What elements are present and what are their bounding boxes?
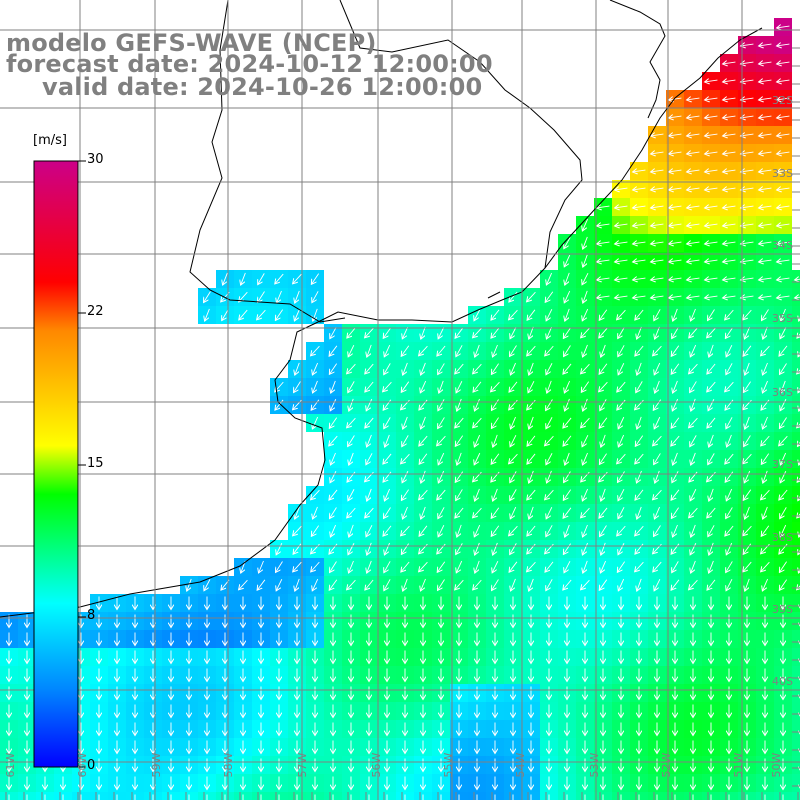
wind-cell [792,648,800,666]
wind-cell [792,738,800,756]
colorbar-tick-8: 8 [87,608,96,623]
lat-label-35S: 35S [772,312,793,325]
lon-label-59W: 59W [150,752,163,777]
wind-cell [792,792,800,800]
lon-label-50W: 50W [770,752,783,777]
wind-cell [792,540,800,558]
wind-cell [792,756,800,774]
lat-label-33S: 33S [772,167,793,180]
wind-cell [792,324,800,342]
lon-label-57W: 57W [296,752,309,777]
lat-label-36S: 36S [772,386,793,399]
wind-cell [792,414,800,432]
colorbar [33,160,86,768]
wind-cell [792,504,800,522]
wind-cell [792,666,800,684]
colorbar-tick-22: 22 [87,304,104,319]
lat-label-39S: 39S [772,603,793,616]
wind-cell [792,468,800,486]
lon-label-58W: 58W [222,752,235,777]
lon-label-55W: 55W [442,752,455,777]
wind-cell [792,306,800,324]
colorbar-tick-0: 0 [87,758,96,773]
colorbar-tick-15: 15 [87,456,104,471]
colorbar-tick-30: 30 [87,152,104,167]
lon-label-56W: 56W [370,752,383,777]
wind-cell [792,630,800,648]
wind-cell [792,450,800,468]
lat-label-34S: 34S [772,239,793,252]
lon-label-61W: 61W [4,752,17,777]
wind-cell [792,522,800,540]
lon-label-54W: 54W [514,752,527,777]
lat-label-37S: 37S [772,458,793,471]
valid-date: valid date: 2024-10-26 12:00:00 [42,73,483,101]
wind-cell [792,774,800,792]
lon-label-51W: 51W [732,752,745,777]
lon-label-53W: 53W [588,752,601,777]
wind-speed-field [0,18,800,800]
wind-cell [792,396,800,414]
lat-label-38S: 38S [772,531,793,544]
wind-cell [792,558,800,576]
wind-cell [792,702,800,720]
wind-cell [792,612,800,630]
wind-cell [792,342,800,360]
wind-cell [792,576,800,594]
lat-label-32S: 32S [772,94,793,107]
colorbar-unit: [m/s] [33,133,67,148]
wind-cell [792,684,800,702]
wind-cell [792,378,800,396]
lat-label-40S: 40S [772,675,793,688]
lon-label-52W: 52W [660,752,673,777]
wind-cell [792,360,800,378]
wind-cell [792,594,800,612]
colorbar-ramp [33,160,79,768]
wind-cell [792,486,800,504]
wind-cell [792,432,800,450]
wind-cell [792,720,800,738]
